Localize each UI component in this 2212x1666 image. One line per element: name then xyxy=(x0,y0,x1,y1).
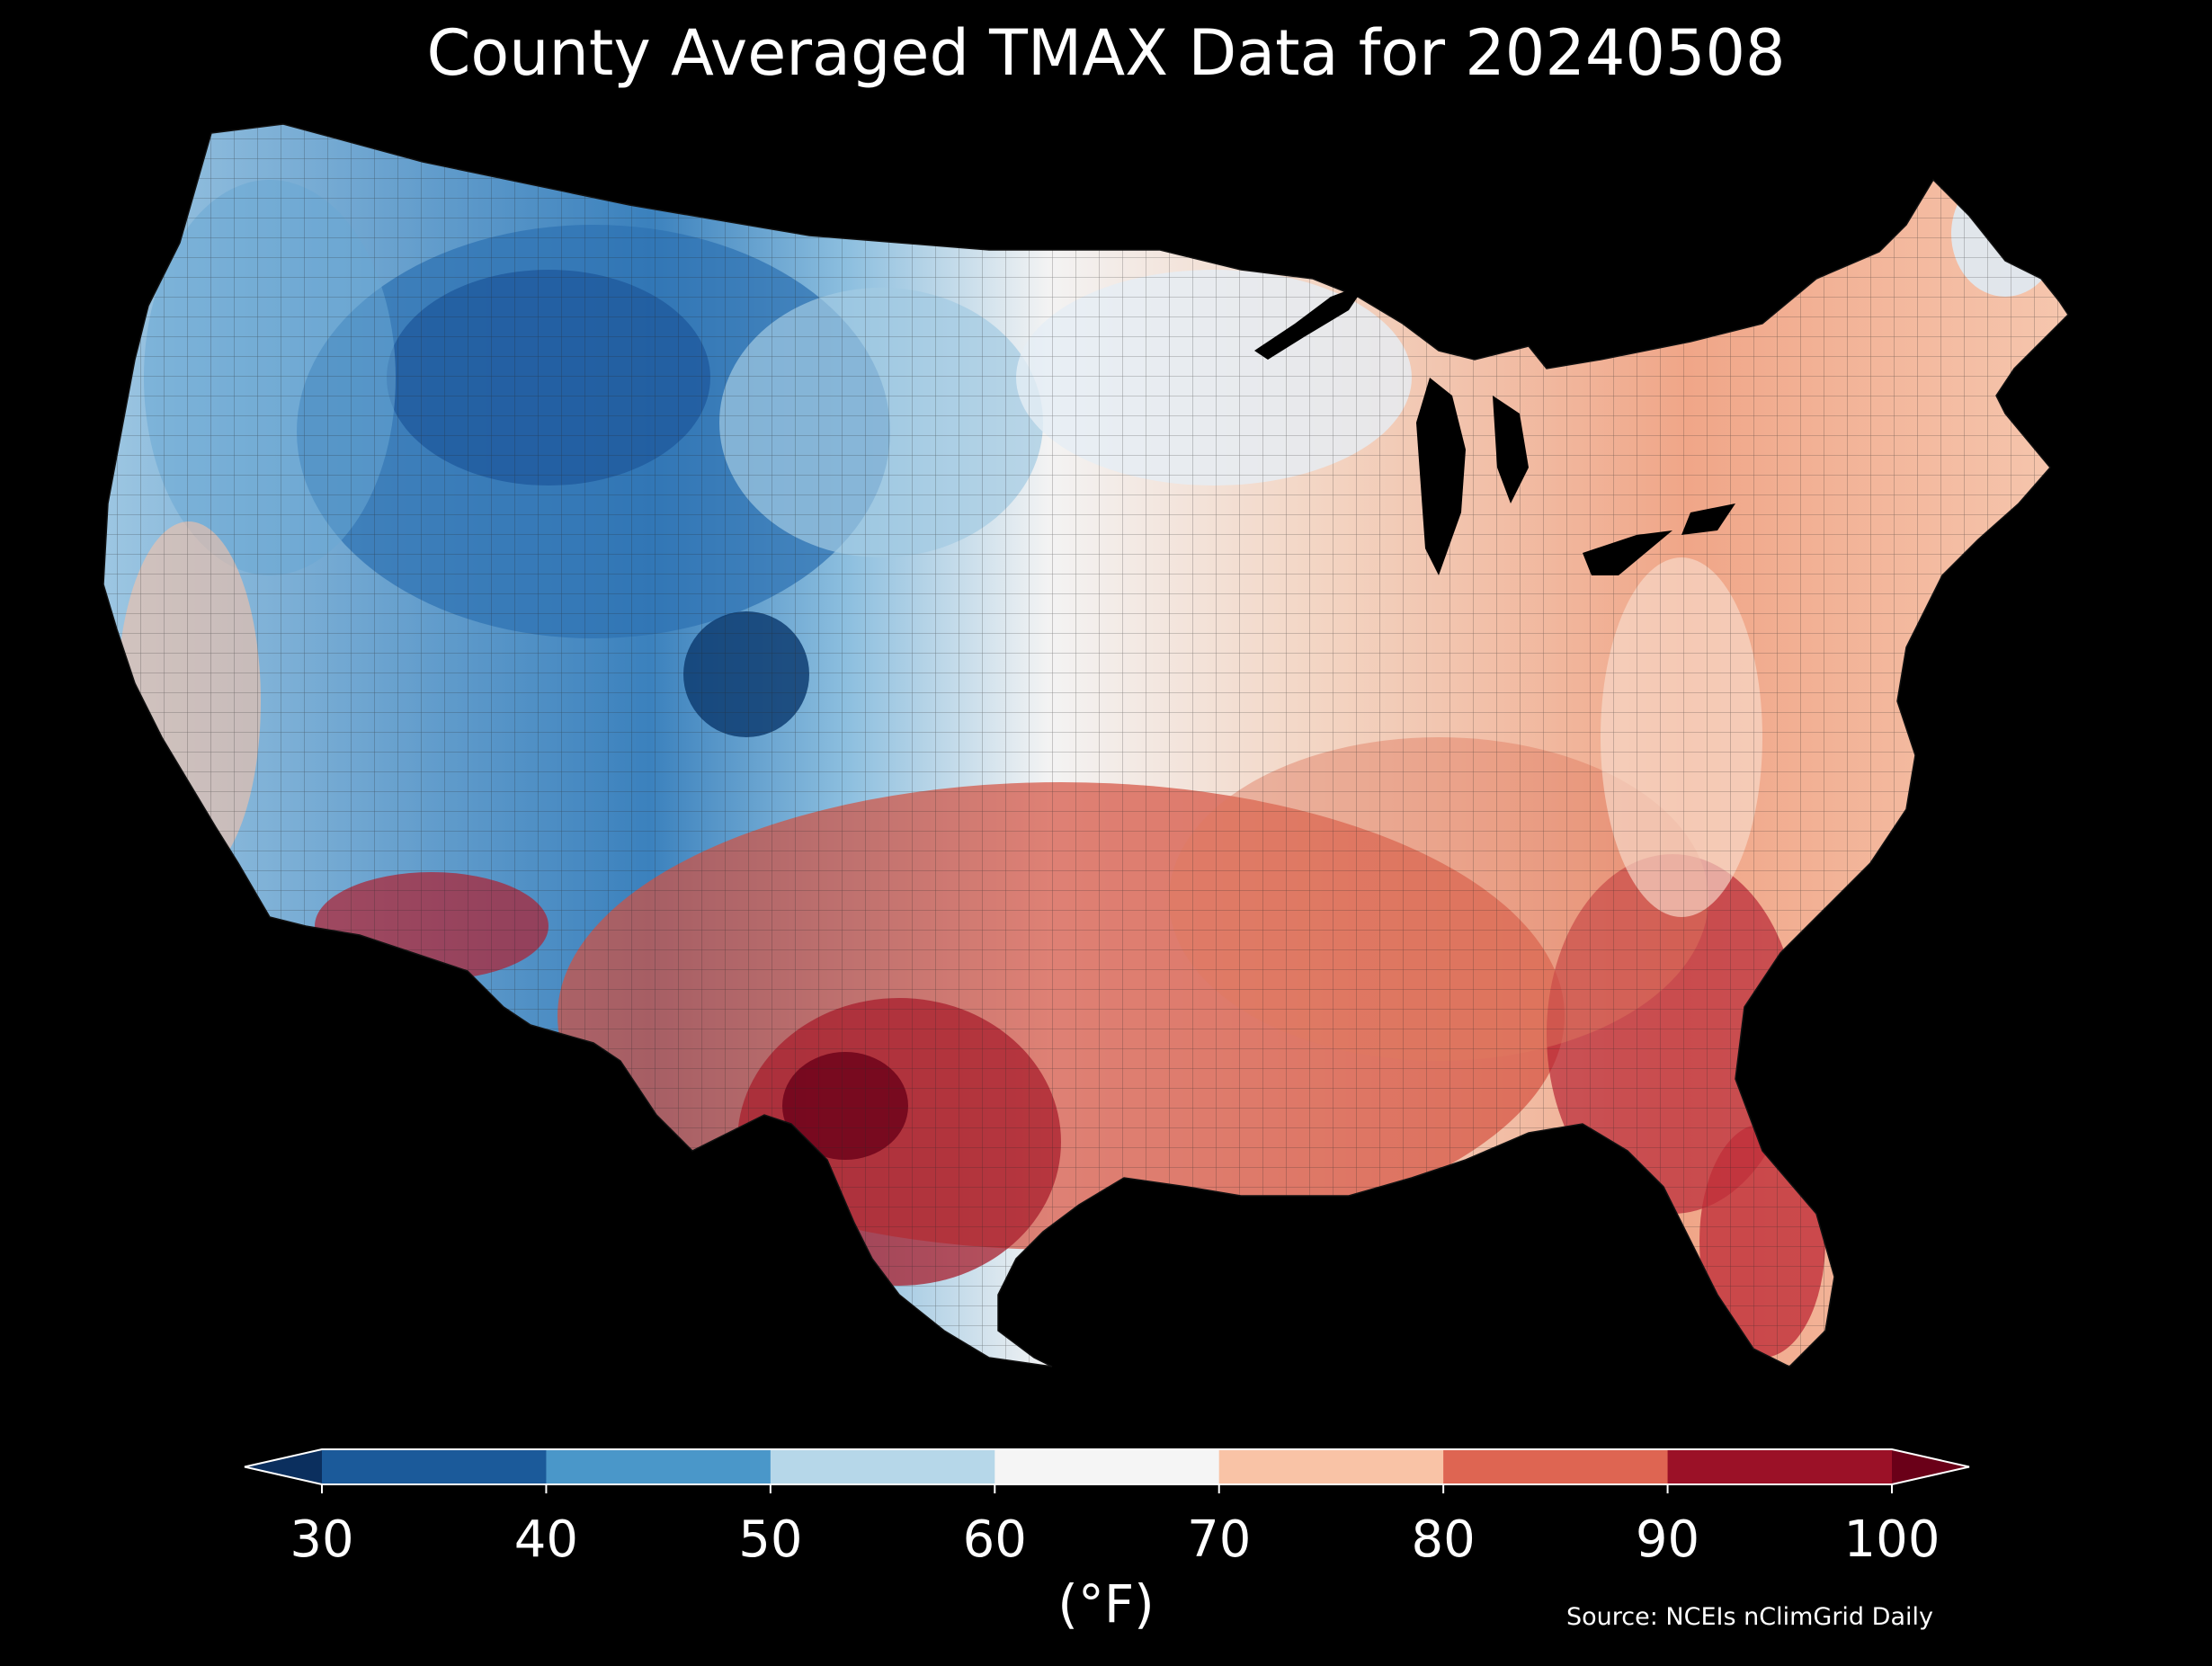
colorbar-tick-label: 70 xyxy=(1187,1510,1252,1569)
colorbar-extend-high xyxy=(1892,1449,1969,1484)
colorbar-tick-label: 90 xyxy=(1635,1510,1700,1569)
colorbar-tick-label: 100 xyxy=(1843,1510,1940,1569)
colorbar-tick-label: 30 xyxy=(290,1510,354,1569)
colorbar-bin-90-100 xyxy=(1667,1449,1893,1484)
colorbar-tick-label: 60 xyxy=(962,1510,1027,1569)
colorbar-unit-label: (°F) xyxy=(1057,1573,1155,1635)
colorbar-bin-70-80 xyxy=(1218,1449,1444,1484)
colorbar-extend-low xyxy=(245,1449,322,1484)
colorbar-tick-label: 80 xyxy=(1411,1510,1476,1569)
colorbar-bin-60-70 xyxy=(995,1449,1220,1484)
source-credit: Source: NCEIs nClimGrid Daily xyxy=(1566,1603,1933,1631)
colorbar-bin-50-60 xyxy=(770,1449,995,1484)
colorbar-tick-label: 50 xyxy=(738,1510,803,1569)
map-title: County Averaged TMAX Data for 20240508 xyxy=(426,16,1786,90)
colorbar-bin-30-40 xyxy=(322,1449,547,1484)
colorbar-bin-80-90 xyxy=(1443,1449,1669,1484)
great-lakes xyxy=(1254,283,1735,575)
colorbar-bin-40-50 xyxy=(546,1449,772,1484)
colorbar-tick-label: 40 xyxy=(513,1510,579,1569)
